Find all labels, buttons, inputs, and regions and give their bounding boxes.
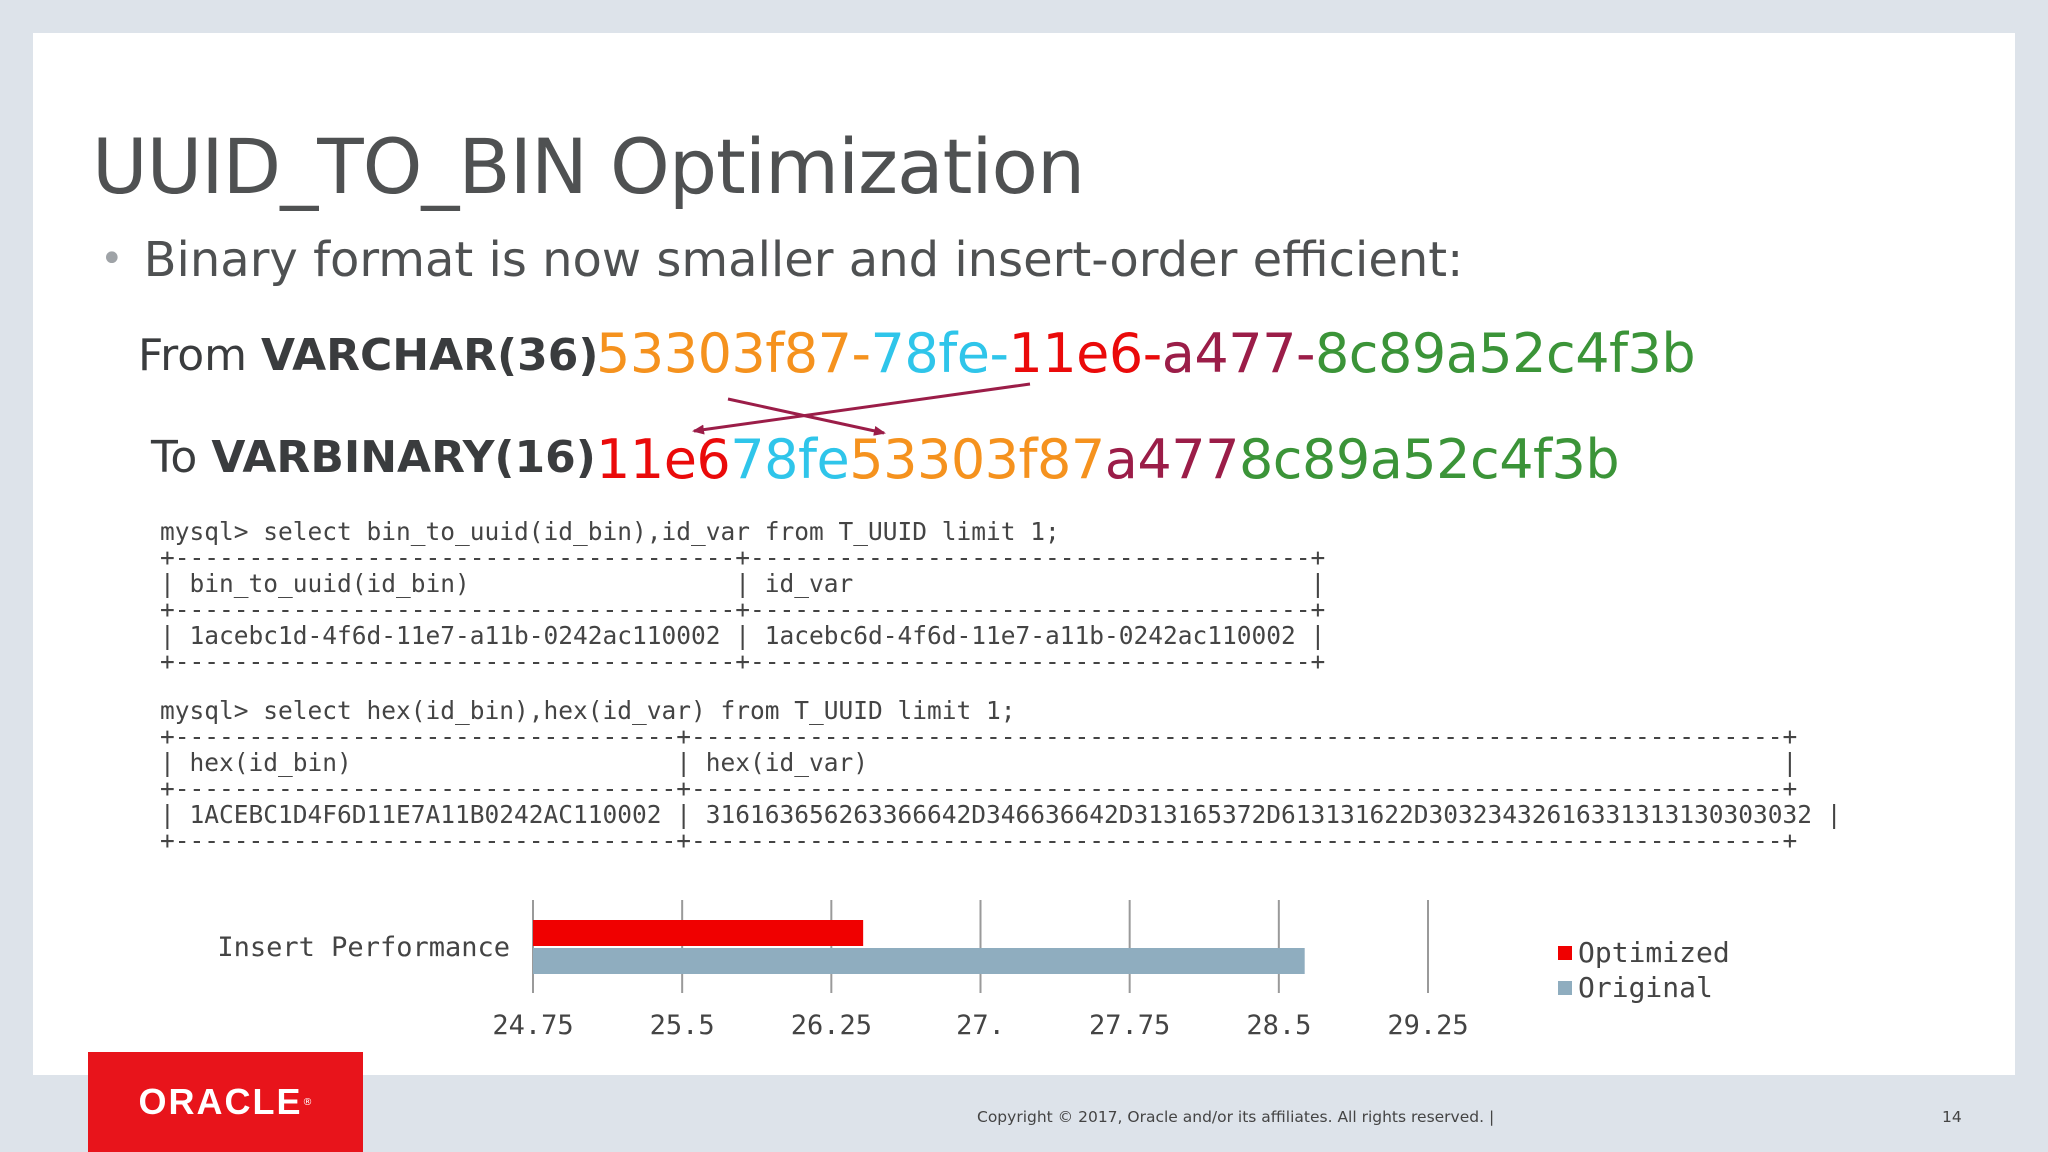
legend-label-optimized: Optimized — [1578, 936, 1730, 969]
uuid-part-2: 78fe — [870, 322, 990, 385]
bullet-text: Binary format is now smaller and insert-… — [143, 232, 1464, 288]
arrow-left — [692, 382, 1031, 435]
uuid-part-5: 8c89a52c4f3b — [1238, 428, 1620, 491]
uuid-part-3: 11e6 — [1008, 322, 1143, 385]
uuid-dash: - — [851, 322, 872, 385]
page-number: 14 — [1942, 1108, 1962, 1126]
page-title: UUID_TO_BIN Optimization — [92, 122, 1085, 211]
bullet-dot-icon: • — [100, 236, 124, 282]
legend-label-original: Original — [1578, 971, 1713, 1004]
uuid-part-3: 11e6 — [596, 428, 731, 491]
uuid-dash: - — [989, 322, 1009, 385]
query2-border-bottom: +----------------------------------+----… — [160, 826, 1798, 855]
query2-header: | hex(id_bin) | hex(id_var) | — [160, 748, 1798, 777]
legend-item-original: Original — [1558, 970, 1730, 1005]
uuid-part-4: a477 — [1104, 428, 1240, 491]
legend-swatch-original — [1558, 980, 1572, 995]
uuid-part-5: 8c89a52c4f3b — [1314, 322, 1696, 385]
slide-background — [33, 33, 2015, 1075]
copyright-text: Copyright © 2017, Oracle and/or its affi… — [977, 1108, 1495, 1126]
to-label-type: VARBINARY(16) — [211, 432, 596, 483]
oracle-logo-text: ORACLE — [138, 1081, 303, 1122]
query1-row: | 1acebc1d-4f6d-11e7-a11b-0242ac110002 |… — [160, 621, 1326, 650]
to-label-prefix: To — [151, 432, 212, 483]
query2-border-top: +----------------------------------+----… — [160, 722, 1798, 751]
to-label: To VARBINARY(16) — [151, 432, 596, 483]
oracle-logo: ORACLE ® — [88, 1052, 363, 1152]
query1-border-mid: +--------------------------------------+… — [160, 595, 1326, 624]
uuid-part-4: a477 — [1161, 322, 1297, 385]
query1-border-bottom: +--------------------------------------+… — [160, 647, 1326, 676]
query2-prompt: mysql> select hex(id_bin),hex(id_var) fr… — [160, 696, 1016, 725]
from-label-type: VARCHAR(36) — [261, 330, 599, 381]
query1-header: | bin_to_uuid(id_bin) | id_var | — [160, 569, 1326, 598]
from-uuid: 53303f87-78fe-11e6-a477-8c89a52c4f3b — [596, 322, 1696, 385]
registered-mark-icon: ® — [302, 1096, 313, 1108]
legend-swatch-optimized — [1558, 945, 1572, 960]
from-label: From VARCHAR(36) — [138, 330, 599, 381]
uuid-dash: - — [1142, 322, 1163, 385]
query2-row: | 1ACEBC1D4F6D11E7A11B0242AC110002 | 316… — [160, 800, 1842, 829]
to-uuid: 11e678fe53303f87a4778c89a52c4f3b — [596, 428, 1620, 491]
chart-legend: Optimized Original — [1558, 935, 1730, 1005]
query1-border-top: +--------------------------------------+… — [160, 543, 1326, 572]
uuid-part-1: 53303f87 — [849, 428, 1105, 491]
from-label-prefix: From — [138, 330, 261, 381]
bullet-point: • Binary format is now smaller and insert… — [100, 232, 1463, 288]
legend-item-optimized: Optimized — [1558, 935, 1730, 970]
query2-border-mid: +----------------------------------+----… — [160, 774, 1798, 803]
uuid-part-2: 78fe — [730, 428, 850, 491]
uuid-dash: - — [1295, 322, 1316, 385]
uuid-part-1: 53303f87 — [596, 322, 852, 385]
query1-prompt: mysql> select bin_to_uuid(id_bin),id_var… — [160, 517, 1060, 546]
